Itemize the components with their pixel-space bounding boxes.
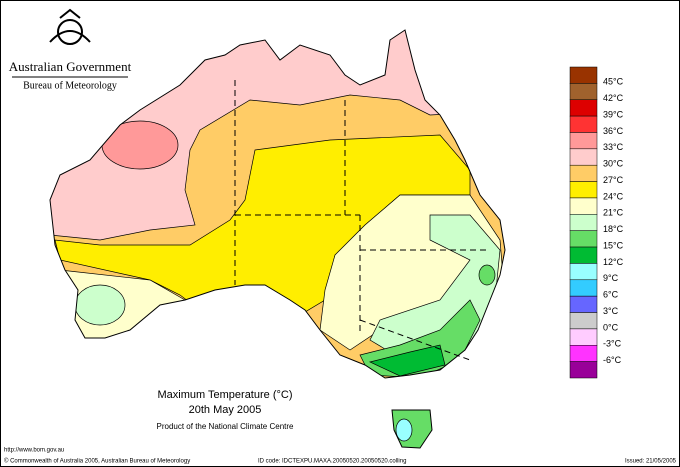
map-title: Maximum Temperature (°C): [157, 389, 292, 401]
legend-label: 39°C: [603, 109, 624, 119]
legend-label: 30°C: [603, 159, 624, 169]
legend-swatch: [569, 132, 598, 150]
legend-swatch: [569, 66, 598, 84]
legend-swatch: [569, 295, 598, 313]
legend-label: -3°C: [603, 339, 622, 349]
legend-label: 15°C: [603, 240, 624, 250]
agency-name: Australian Government: [9, 59, 132, 74]
legend-swatch: [569, 263, 598, 281]
legend-label: -6°C: [603, 355, 622, 365]
legend-swatch: [569, 361, 598, 379]
legend-label: 45°C: [603, 77, 624, 87]
legend-swatch: [569, 230, 598, 248]
legend-label: 12°C: [603, 257, 624, 267]
legend-label: 3°C: [603, 306, 619, 316]
legend-swatch: [569, 345, 598, 362]
legend-swatch: [569, 279, 598, 297]
legend-label: 6°C: [603, 290, 619, 300]
legend-swatch: [569, 99, 598, 117]
legend-swatch: [569, 148, 598, 166]
legend-swatch: [569, 214, 598, 231]
url: http://www.bom.gov.au: [4, 448, 64, 454]
legend-swatch: [569, 312, 598, 330]
legend-label: 21°C: [603, 208, 624, 218]
legend-swatch: [569, 83, 598, 100]
legend-label: 42°C: [603, 93, 624, 103]
legend-swatch: [569, 181, 598, 199]
copyright: © Commonwealth of Australia 2005, Austra…: [4, 458, 190, 465]
legend-label: 9°C: [603, 273, 619, 283]
map-date: 20th May 2005: [189, 404, 262, 416]
legend-label: 18°C: [603, 224, 624, 234]
legend-swatch: [569, 164, 598, 182]
legend-label: 0°C: [603, 322, 619, 332]
legend-label: 36°C: [603, 126, 624, 136]
tasmania: [391, 409, 433, 449]
legend-swatch: [569, 197, 598, 215]
legend-swatch: [569, 246, 598, 264]
id-code: ID code: IDCTEXPU.MAXA.20050520.20050520…: [258, 459, 406, 465]
legend-label: 27°C: [603, 175, 624, 185]
legend-label: 24°C: [603, 191, 624, 201]
issued: Issued: 21/05/2005: [625, 459, 677, 465]
legend-swatch: [569, 328, 598, 346]
legend-label: 33°C: [603, 142, 624, 152]
bureau-name: Bureau of Meteorology: [23, 80, 117, 91]
legend: 45°C 42°C 39°C 36°C 33°C 30°C 27°C 24°C 21°C 18°C…: [569, 66, 624, 379]
crest: [49, 8, 91, 45]
credit: Product of the National Climate Centre: [157, 422, 295, 431]
legend-swatch: [569, 115, 598, 133]
